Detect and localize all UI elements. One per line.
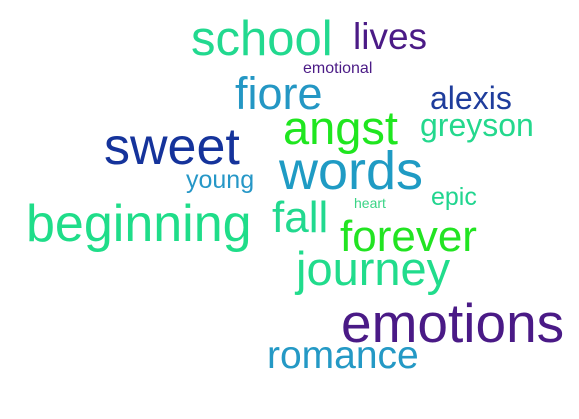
word-school: school xyxy=(191,12,333,66)
word-greyson: greyson xyxy=(420,107,534,143)
word-alexis: alexis xyxy=(430,80,512,116)
word-beginning: beginning xyxy=(26,195,252,253)
word-cloud: school lives emotional fiore alexis angs… xyxy=(26,12,565,377)
word-fiore: fiore xyxy=(235,68,323,119)
word-sweet: sweet xyxy=(104,118,240,176)
word-young: young xyxy=(186,166,255,194)
word-lives: lives xyxy=(353,16,428,57)
word-forever: forever xyxy=(340,212,477,261)
word-journey: journey xyxy=(296,242,451,295)
word-epic: epic xyxy=(431,183,477,211)
word-angst: angst xyxy=(283,101,398,154)
word-emotional: emotional xyxy=(303,60,373,77)
word-romance: romance xyxy=(267,334,419,377)
word-words: words xyxy=(279,141,424,201)
word-emotions: emotions xyxy=(341,292,565,354)
word-heart: heart xyxy=(354,195,386,211)
word-fall: fall xyxy=(272,193,329,242)
